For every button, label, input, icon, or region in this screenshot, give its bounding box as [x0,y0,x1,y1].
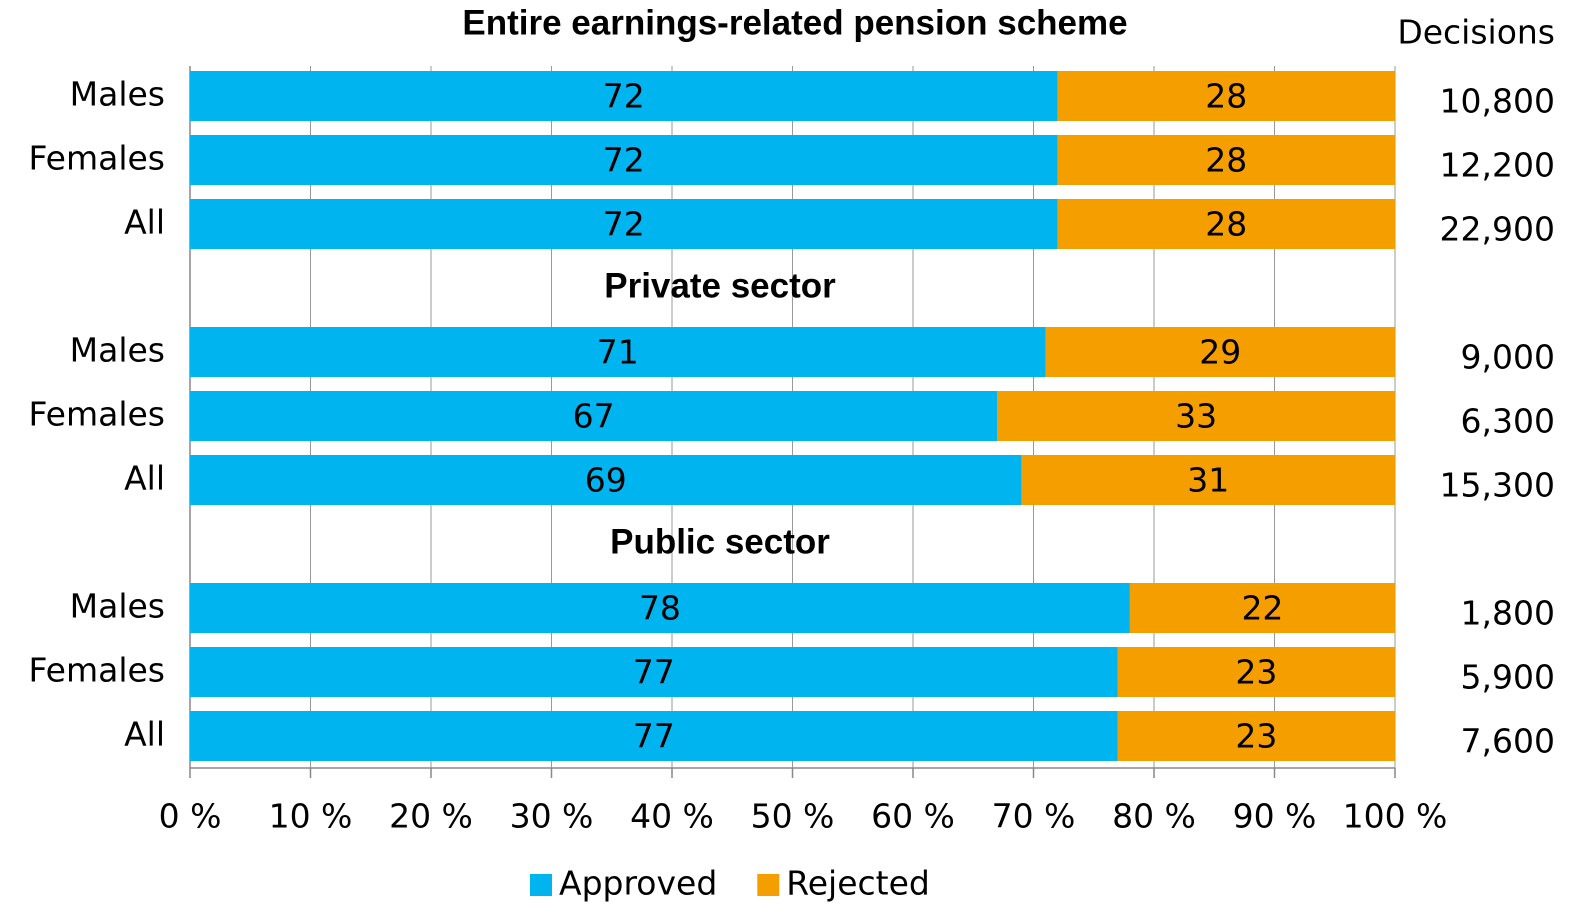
bar-segment [1021,455,1395,505]
x-tick-label: 90 % [1233,797,1317,836]
bar-segment [190,711,1118,761]
bar-segment [1057,135,1395,185]
bar-segment [190,199,1058,249]
bar-segment [1057,71,1395,121]
x-tick-label: 10 % [269,797,353,836]
bar-segment [190,391,998,441]
decisions-header: Decisions [1397,13,1555,52]
data-label: 72 [603,205,645,244]
bar-segment [1045,327,1395,377]
data-label: 72 [603,77,645,116]
bar-segment [997,391,1395,441]
bar-segment [190,583,1130,633]
data-label: 69 [585,461,627,500]
x-tick-label: 100 % [1343,797,1448,836]
decisions-value: 1,800 [1461,594,1555,633]
bar-segment [190,327,1046,377]
decisions-value: 12,200 [1440,146,1555,185]
category-label: Males [70,75,165,114]
data-label: 67 [573,397,615,436]
decisions-value: 15,300 [1440,466,1555,505]
decisions-value: 5,900 [1461,658,1555,697]
x-tick-label: 40 % [630,797,714,836]
category-label: Females [28,651,165,690]
data-label: 33 [1175,397,1217,436]
data-label: 28 [1205,141,1247,180]
decisions-value: 22,900 [1440,210,1555,249]
legend-swatch [530,874,552,896]
category-label: All [124,459,165,498]
bar-segment [190,455,1022,505]
data-label: 28 [1205,205,1247,244]
group-title: Public sector [610,522,830,561]
category-label: All [124,715,165,754]
bar-segment [190,135,1058,185]
x-tick-label: 80 % [1112,797,1196,836]
group-title: Private sector [604,266,836,305]
data-label: 77 [633,653,675,692]
data-label: 29 [1199,333,1241,372]
bar-segment [1057,199,1395,249]
x-tick-label: 60 % [871,797,955,836]
category-label: All [124,203,165,242]
data-label: 78 [639,589,681,628]
bar-segment [190,647,1118,697]
category-label: Males [70,587,165,626]
bar-segment [1117,711,1395,761]
group-title: Entire earnings-related pension scheme [462,3,1127,42]
decisions-value: 7,600 [1461,722,1555,761]
category-label: Females [28,395,165,434]
legend-label: Rejected [786,864,930,903]
data-label: 77 [633,717,675,756]
data-label: 28 [1205,77,1247,116]
bar-segment [190,71,1058,121]
data-label: 22 [1241,589,1283,628]
data-label: 23 [1235,653,1277,692]
x-tick-label: 30 % [510,797,594,836]
x-tick-label: 70 % [992,797,1076,836]
decisions-value: 9,000 [1461,338,1555,377]
category-label: Females [28,139,165,178]
legend-label: Approved [559,864,717,903]
legend-swatch [757,874,780,896]
data-label: 71 [597,333,639,372]
x-tick-label: 0 % [159,797,222,836]
data-label: 23 [1235,717,1277,756]
data-label: 31 [1187,461,1229,500]
bar-segment [1129,583,1395,633]
decisions-value: 10,800 [1440,82,1555,121]
bar-segment [1117,647,1395,697]
x-tick-label: 50 % [751,797,835,836]
x-tick-label: 20 % [389,797,473,836]
category-label: Males [70,331,165,370]
data-label: 72 [603,141,645,180]
decisions-value: 6,300 [1461,402,1555,441]
